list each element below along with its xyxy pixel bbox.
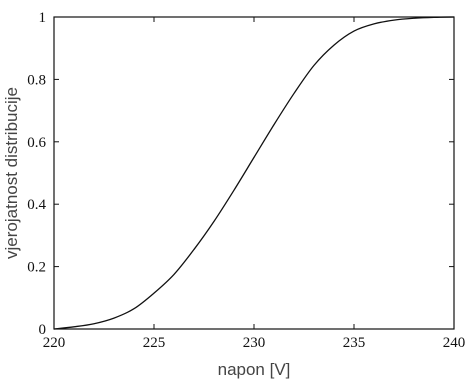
y-tick-label: 1 [39, 10, 47, 26]
x-tick-label: 230 [243, 335, 266, 351]
y-axis-title: vjerojatnost distribucije [2, 87, 21, 259]
x-axis-title: napon [V] [218, 360, 291, 379]
y-tick-label: 0.8 [27, 72, 46, 88]
x-tick-label: 235 [343, 335, 366, 351]
y-tick-label: 0 [39, 322, 47, 338]
y-tick-label: 0.6 [27, 135, 46, 151]
y-tick-label: 0.2 [27, 260, 46, 276]
y-tick-label: 0.4 [27, 197, 46, 213]
plot-frame [53, 16, 455, 330]
x-tick-label: 225 [143, 335, 166, 351]
series-line [53, 16, 455, 330]
x-tick-label: 220 [43, 335, 66, 351]
x-tick-label: 240 [443, 335, 466, 351]
